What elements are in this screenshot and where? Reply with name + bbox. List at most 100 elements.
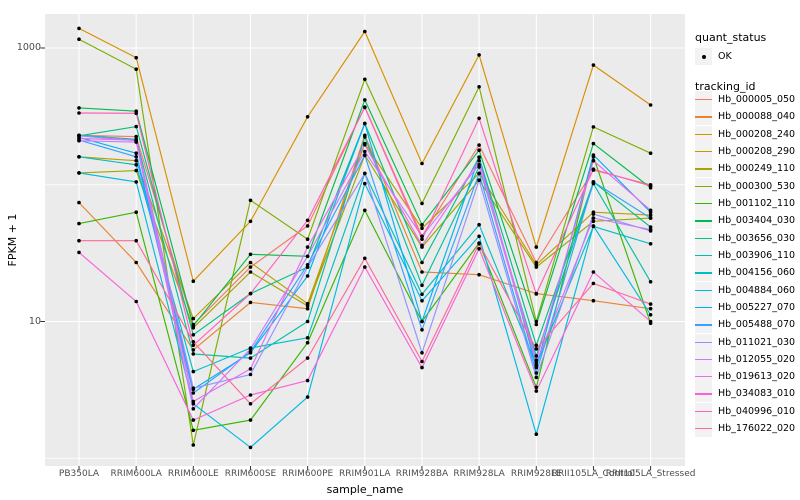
data-point — [363, 149, 367, 154]
data-point — [305, 218, 310, 223]
data-point — [477, 272, 481, 277]
data-point — [534, 347, 539, 351]
data-point — [191, 399, 196, 404]
data-point — [363, 171, 367, 176]
data-point — [420, 283, 424, 288]
data-point — [191, 333, 196, 337]
data-point — [305, 224, 310, 228]
legend-title-quant-status: quant_status — [695, 31, 767, 44]
legend-key-swatch — [695, 385, 712, 403]
data-point — [248, 393, 253, 397]
data-point — [134, 55, 138, 60]
legend-item-label: Hb_040996_010 — [718, 405, 796, 417]
data-point — [420, 298, 424, 303]
line-symbol-icon — [695, 133, 712, 135]
data-point — [477, 222, 481, 227]
data-point — [363, 208, 367, 213]
point-symbol-icon — [701, 54, 706, 59]
data-point — [534, 385, 539, 390]
data-point — [305, 356, 310, 360]
legend-item-label: Hb_000005_050 — [718, 94, 796, 105]
legend-key-swatch — [695, 229, 712, 247]
data-point — [77, 111, 81, 115]
axis-tick-marks — [40, 47, 652, 471]
data-point — [305, 237, 310, 241]
data-point — [477, 242, 481, 246]
data-point — [248, 265, 253, 269]
legend-key-swatch — [695, 125, 712, 143]
data-point — [248, 402, 253, 406]
data-point — [420, 226, 424, 231]
data-point — [248, 418, 253, 422]
data-point — [363, 135, 367, 139]
data-point — [305, 336, 310, 340]
data-point — [420, 359, 424, 364]
data-point — [305, 319, 310, 324]
data-point — [363, 105, 367, 110]
data-point — [77, 106, 81, 110]
data-point — [477, 247, 481, 251]
data-point — [305, 115, 310, 119]
data-point — [191, 279, 196, 284]
data-point — [191, 369, 196, 374]
x-tick-label: RRIM600LE — [167, 469, 219, 479]
data-point — [248, 445, 253, 450]
legend-item-label: Hb_001102_110 — [718, 197, 796, 209]
legend-item-label: Hb_000088_040 — [718, 111, 796, 123]
line-symbol-icon — [695, 254, 712, 257]
line-symbol-icon — [695, 324, 712, 326]
data-point — [648, 319, 653, 324]
data-point — [648, 225, 653, 229]
data-point — [534, 319, 539, 324]
data-point — [134, 151, 138, 155]
data-point — [648, 302, 653, 306]
data-point — [248, 260, 253, 265]
data-point — [534, 365, 539, 370]
data-point — [648, 208, 653, 213]
line-symbol-icon — [695, 272, 712, 274]
legend-item-label: Hb_000208_290 — [718, 146, 796, 157]
legend-key-swatch — [695, 402, 712, 420]
line-symbol-icon — [695, 358, 712, 361]
data-point — [363, 265, 367, 269]
data-point — [648, 227, 653, 232]
data-point — [134, 138, 138, 142]
x-tick-label: RRIM600PE — [281, 469, 334, 479]
data-point — [420, 328, 424, 332]
line-symbol-icon — [695, 220, 712, 222]
data-point — [420, 365, 424, 370]
legend-key-swatch — [695, 281, 712, 299]
legend-item-label: Hb_004884_060 — [718, 284, 796, 296]
data-point — [134, 124, 138, 129]
data-point — [248, 372, 253, 377]
data-point — [591, 180, 596, 184]
legend-key-swatch — [695, 420, 712, 438]
line-symbol-icon — [695, 151, 712, 153]
data-point — [134, 111, 138, 116]
line-symbol-icon — [695, 202, 712, 205]
data-point — [77, 238, 81, 243]
data-point — [305, 395, 310, 399]
data-point — [248, 350, 253, 354]
data-point — [305, 265, 310, 269]
data-point — [248, 347, 253, 351]
y-axis-title: FPKM + 1 — [6, 213, 19, 267]
legend-key-swatch — [695, 350, 712, 368]
legend-key-swatch — [695, 316, 712, 334]
legend-key-swatch — [695, 333, 712, 351]
data-point — [134, 134, 138, 139]
data-point — [420, 237, 424, 241]
line-symbol-icon — [695, 376, 712, 378]
data-points — [77, 26, 653, 450]
data-point — [420, 351, 424, 355]
x-tick-label: RRII105LA_Control — [551, 469, 636, 479]
data-point — [477, 53, 481, 57]
x-tick-label: RRII105LA_Stressed — [605, 469, 696, 479]
data-point — [134, 299, 138, 304]
x-tick-label: RRIM600LA — [110, 469, 162, 479]
legend-item-label: Hb_019613_020 — [718, 371, 796, 383]
line-symbol-icon — [695, 289, 712, 291]
data-point — [248, 219, 253, 224]
line-symbol-icon — [695, 116, 712, 118]
data-point — [534, 245, 539, 249]
